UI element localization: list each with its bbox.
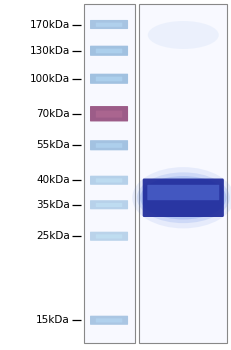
FancyBboxPatch shape bbox=[90, 232, 128, 241]
FancyBboxPatch shape bbox=[95, 77, 122, 81]
FancyBboxPatch shape bbox=[90, 74, 128, 84]
FancyBboxPatch shape bbox=[90, 20, 128, 29]
FancyBboxPatch shape bbox=[90, 316, 128, 325]
FancyBboxPatch shape bbox=[142, 178, 223, 217]
FancyBboxPatch shape bbox=[95, 111, 122, 118]
FancyBboxPatch shape bbox=[95, 203, 122, 207]
FancyBboxPatch shape bbox=[139, 4, 226, 343]
Text: 70kDa: 70kDa bbox=[36, 109, 69, 119]
FancyBboxPatch shape bbox=[90, 140, 128, 150]
FancyBboxPatch shape bbox=[95, 178, 122, 183]
Text: 25kDa: 25kDa bbox=[36, 231, 69, 241]
FancyBboxPatch shape bbox=[147, 185, 218, 200]
Text: 15kDa: 15kDa bbox=[36, 315, 69, 325]
Ellipse shape bbox=[136, 173, 229, 223]
FancyBboxPatch shape bbox=[95, 23, 122, 27]
FancyBboxPatch shape bbox=[95, 234, 122, 239]
FancyBboxPatch shape bbox=[90, 200, 128, 209]
Ellipse shape bbox=[140, 176, 225, 219]
FancyBboxPatch shape bbox=[83, 4, 134, 343]
Text: 130kDa: 130kDa bbox=[29, 46, 69, 56]
FancyBboxPatch shape bbox=[95, 143, 122, 148]
Ellipse shape bbox=[132, 167, 231, 229]
Text: 170kDa: 170kDa bbox=[29, 20, 69, 29]
FancyBboxPatch shape bbox=[90, 46, 128, 56]
FancyBboxPatch shape bbox=[95, 49, 122, 53]
Text: 55kDa: 55kDa bbox=[36, 140, 69, 150]
Text: 35kDa: 35kDa bbox=[36, 200, 69, 210]
Text: 40kDa: 40kDa bbox=[36, 175, 69, 185]
FancyBboxPatch shape bbox=[90, 106, 128, 121]
FancyBboxPatch shape bbox=[95, 318, 122, 323]
Text: 100kDa: 100kDa bbox=[29, 74, 69, 84]
Ellipse shape bbox=[147, 21, 218, 49]
FancyBboxPatch shape bbox=[90, 176, 128, 185]
